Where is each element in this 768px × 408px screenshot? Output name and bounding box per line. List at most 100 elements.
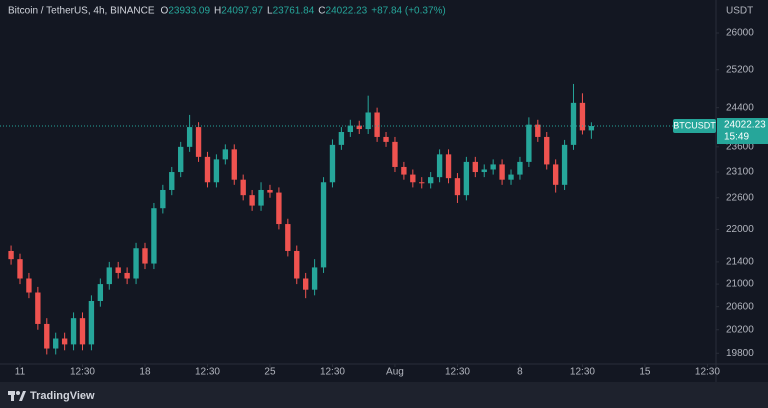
y-tick-label: 19800 [726, 348, 754, 359]
ohlc-value: 24097.97 [221, 6, 263, 17]
y-tick-label: 21400 [726, 257, 754, 268]
candle-body [26, 278, 32, 293]
candle-body [195, 127, 202, 157]
y-tick-label: 24400 [726, 102, 754, 113]
footer-bar [0, 382, 768, 408]
axis-unit: USDT [726, 6, 753, 17]
candle-body [258, 189, 264, 206]
ohlc-value: 24022.23 [326, 6, 368, 17]
candle-body [311, 267, 318, 290]
y-tick-label: 21000 [726, 279, 754, 290]
candle-body [356, 125, 362, 130]
y-tick-label: 20200 [726, 324, 754, 335]
y-tick-label: 25200 [726, 64, 754, 75]
candle-body [517, 161, 523, 175]
candle-body [454, 178, 461, 196]
candle-body [472, 161, 478, 173]
x-tick-label: Aug [386, 367, 404, 378]
candle-body [445, 154, 452, 179]
candle-body [70, 318, 77, 345]
x-tick-label: 15 [639, 367, 651, 378]
candle-body [35, 292, 41, 324]
candle-body [124, 272, 130, 279]
y-tick-label: 20600 [726, 301, 754, 312]
candle-body [97, 284, 104, 302]
candle-body [481, 169, 487, 173]
ohlc-letter: L [267, 6, 273, 17]
candle-body [204, 156, 211, 183]
y-tick-label: 23600 [726, 141, 754, 152]
candle-body [303, 278, 309, 290]
candle-body [561, 144, 568, 185]
candle-body [160, 189, 166, 209]
ohlc-letter: O [161, 6, 169, 17]
candle-body [249, 195, 255, 206]
candle-body [579, 102, 586, 131]
candle-body [570, 102, 577, 145]
price-change: +87.84 (+0.37%) [371, 6, 446, 17]
legend-header: Bitcoin / TetherUS, 4h, BINANCE O 23933.0… [8, 6, 446, 17]
brand-logo [8, 391, 26, 401]
x-tick-label: 25 [264, 367, 276, 378]
candle-body [276, 192, 282, 225]
candle-body [142, 248, 148, 264]
symbol-badge [673, 119, 716, 134]
ohlc-letter: C [318, 6, 325, 17]
candle-body [44, 323, 50, 349]
candle-body [213, 159, 220, 183]
y-tick-label: 26000 [726, 28, 754, 39]
candle-body [106, 267, 112, 285]
candle-body [338, 132, 345, 145]
candle-body [383, 136, 389, 142]
candle-body [320, 182, 327, 268]
candle-body [347, 125, 354, 133]
x-tick-label: 18 [139, 367, 151, 378]
ohlc-letter: H [214, 6, 221, 17]
candle-body [133, 248, 139, 279]
candle-body [151, 208, 157, 264]
candle-body [419, 182, 425, 184]
candle-body [169, 172, 175, 190]
ohlc-value: 23933.09 [168, 6, 210, 17]
candle-body [535, 124, 541, 137]
x-tick-label: 12:30 [320, 367, 345, 378]
candle-body [79, 318, 86, 345]
x-tick-label: 8 [517, 367, 523, 378]
ohlc-value: 23761.84 [273, 6, 315, 17]
x-tick-label: 11 [15, 367, 26, 378]
candle-body [526, 124, 532, 162]
last-price-label: 24022.23 [724, 120, 766, 131]
x-tick-label: 12:30 [570, 367, 595, 378]
candle-body [267, 189, 273, 193]
candle-body [285, 224, 291, 251]
candle-body [329, 144, 336, 183]
candle-body [588, 126, 595, 131]
x-tick-label: 12:30 [695, 367, 720, 378]
symbol-label: BTCUSDT [673, 120, 716, 130]
candle-body [17, 259, 23, 279]
x-tick-label: 12:30 [445, 367, 470, 378]
x-tick-label: 12:30 [70, 367, 95, 378]
candle-body [186, 127, 193, 147]
candle-body [222, 149, 229, 160]
candle-body [436, 154, 443, 178]
candle-body [552, 164, 559, 185]
candle-body [374, 112, 380, 137]
y-tick-label: 22000 [726, 224, 754, 235]
candle-body [294, 250, 300, 279]
candle-body [8, 250, 14, 260]
candle-body [401, 166, 407, 175]
candle-body [544, 136, 550, 165]
y-tick-label: 23100 [726, 167, 754, 178]
candle-body [427, 177, 434, 184]
candle-body [508, 174, 514, 180]
candle-body [178, 146, 184, 173]
countdown-label: 15:49 [724, 132, 749, 143]
candle-body [88, 301, 95, 345]
candle-body [490, 164, 496, 170]
candle-body [499, 164, 505, 180]
x-tick-label: 12:30 [195, 367, 220, 378]
